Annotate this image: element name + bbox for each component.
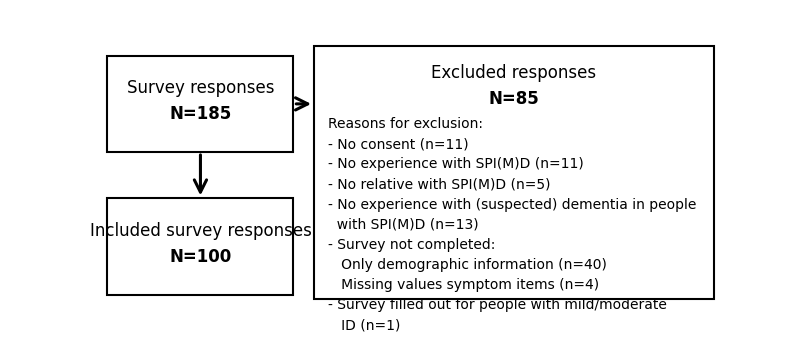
FancyBboxPatch shape bbox=[107, 198, 294, 295]
Text: - Survey not completed:: - Survey not completed: bbox=[327, 238, 495, 252]
Text: Excluded responses: Excluded responses bbox=[431, 64, 597, 82]
Text: - Survey filled out for people with mild/moderate: - Survey filled out for people with mild… bbox=[327, 298, 666, 312]
FancyBboxPatch shape bbox=[314, 46, 714, 299]
Text: N=185: N=185 bbox=[170, 105, 231, 123]
Text: Reasons for exclusion:: Reasons for exclusion: bbox=[327, 117, 482, 131]
Text: - No experience with SPI(M)D (n=11): - No experience with SPI(M)D (n=11) bbox=[327, 157, 583, 172]
Text: ID (n=1): ID (n=1) bbox=[327, 318, 400, 332]
Text: N=100: N=100 bbox=[170, 248, 231, 266]
Text: with SPI(M)D (n=13): with SPI(M)D (n=13) bbox=[327, 218, 478, 232]
Text: - No relative with SPI(M)D (n=5): - No relative with SPI(M)D (n=5) bbox=[327, 178, 550, 192]
Text: Only demographic information (n=40): Only demographic information (n=40) bbox=[327, 258, 606, 272]
Text: N=85: N=85 bbox=[489, 90, 539, 108]
Text: Included survey responses: Included survey responses bbox=[90, 222, 311, 240]
Text: - No experience with (suspected) dementia in people: - No experience with (suspected) dementi… bbox=[327, 198, 696, 212]
FancyBboxPatch shape bbox=[107, 56, 294, 152]
Text: Survey responses: Survey responses bbox=[126, 79, 274, 97]
Text: - No consent (n=11): - No consent (n=11) bbox=[327, 138, 468, 151]
Text: Missing values symptom items (n=4): Missing values symptom items (n=4) bbox=[327, 278, 598, 292]
